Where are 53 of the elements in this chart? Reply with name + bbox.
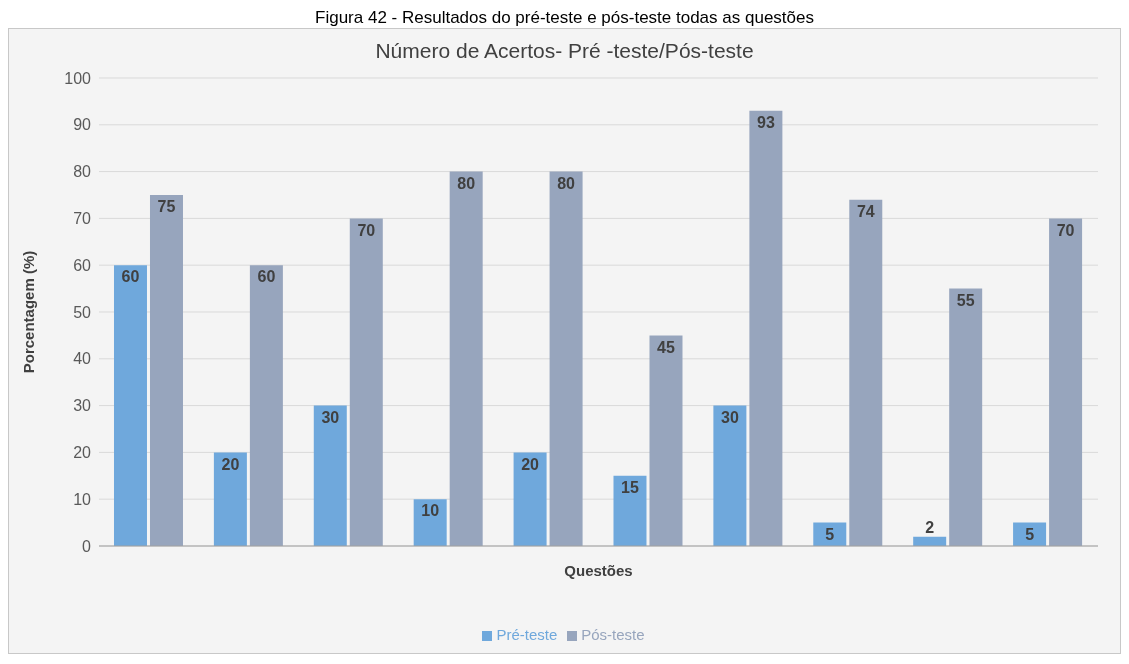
data-label: 10 [421,502,440,520]
y-tick-label: 10 [73,490,92,508]
bar [249,265,283,546]
data-label: 45 [657,338,675,356]
x-axis-title: Questões [564,562,633,579]
data-label: 80 [557,174,576,192]
bar [349,218,383,546]
data-label: 30 [321,408,340,426]
bar [649,335,683,546]
data-label: 5 [825,525,835,543]
y-axis-title: Porcentagem (%) [20,250,38,374]
chart-title: Número de Acertos- Pré -teste/Pós-teste [374,39,755,63]
data-label: 2 [925,518,935,536]
y-tick-label: 30 [73,397,92,415]
data-label: 5 [1025,525,1035,543]
bar [849,199,883,546]
y-tick-label: 0 [82,537,92,555]
legend-label: Pós-teste [581,626,645,643]
y-tick-label: 50 [73,303,92,321]
data-label: 55 [956,291,975,309]
bar [613,475,647,546]
bar [113,265,147,546]
text: Figura 42 - Resultados do pré-teste e pós-teste todas as questões [314,8,815,28]
data-label: 15 [621,479,639,496]
data-label: 93 [756,113,775,131]
data-label: 70 [357,221,376,239]
data-label: 70 [1056,221,1075,239]
y-tick-label: 100 [64,69,92,87]
data-label: 75 [157,198,176,216]
data-label: 80 [457,174,476,192]
y-tick-label: 40 [73,350,92,368]
data-label: 60 [121,268,140,286]
data-label: 20 [521,455,540,473]
y-tick-label: 90 [73,116,92,134]
legend-label: Pré-teste [496,626,558,643]
data-label: 20 [221,455,240,473]
data-label: 30 [720,408,739,426]
bar [713,405,747,546]
y-tick-label: 60 [73,256,92,274]
y-tick-label: 70 [73,210,92,228]
data-label: 74 [856,202,875,220]
bar [213,452,247,546]
bar [313,405,347,546]
data-label: 60 [257,268,276,286]
bar [449,171,483,546]
bar [949,288,983,546]
bar [1049,218,1083,546]
bar [149,195,183,546]
bar [513,452,547,546]
y-tick-label: 80 [73,163,92,181]
bar [749,110,783,546]
y-tick-label: 20 [73,444,92,462]
bar [549,171,583,546]
